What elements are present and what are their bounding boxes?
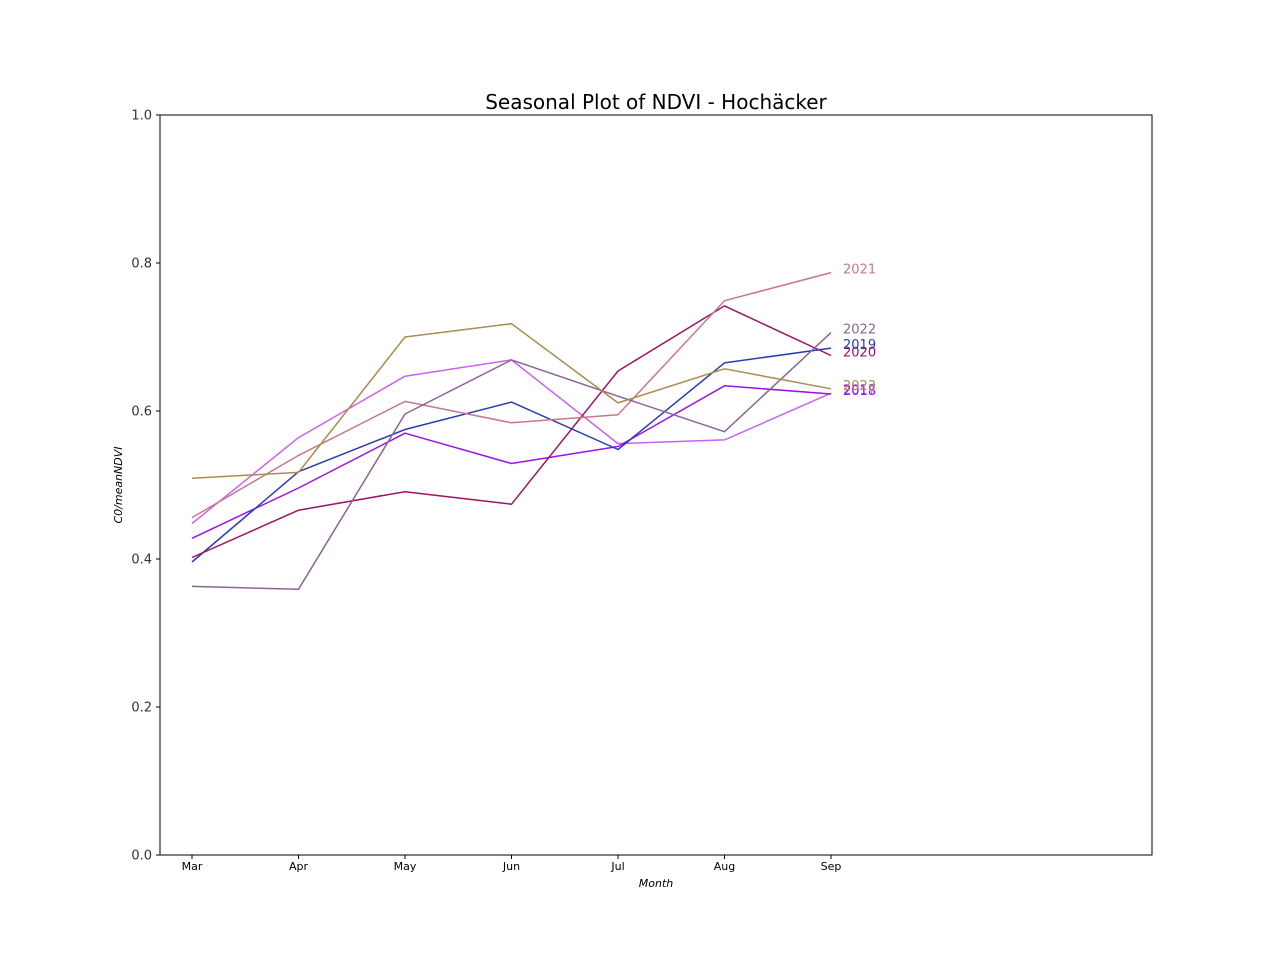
y-tick-label: 1.0 bbox=[131, 109, 152, 124]
series-line-2018 bbox=[191, 385, 832, 539]
series-label-2022: 2022 bbox=[843, 323, 876, 338]
y-tick-label: 0.0 bbox=[131, 849, 152, 864]
series-lines bbox=[191, 271, 832, 591]
x-tick-label: Sep bbox=[821, 860, 842, 873]
y-axis-label: C0/meanNDVI bbox=[112, 446, 125, 523]
series-label-2017: 2017 bbox=[843, 383, 876, 398]
x-tick-label: Apr bbox=[289, 860, 309, 873]
chart-title: Seasonal Plot of NDVI - Hochäcker bbox=[485, 90, 827, 114]
series-line-2020 bbox=[191, 305, 832, 559]
y-tick-label: 0.6 bbox=[131, 405, 152, 420]
x-tick-label: May bbox=[394, 860, 417, 873]
y-axis: 0.0 0.2 0.4 0.6 0.8 1.0 bbox=[131, 109, 160, 864]
series-line-2017 bbox=[191, 359, 832, 525]
x-tick-label: Jun bbox=[502, 860, 520, 873]
x-tick-label: Mar bbox=[182, 860, 203, 873]
series-label-2023: 2023 bbox=[843, 379, 876, 394]
y-tick-label: 0.2 bbox=[131, 701, 152, 716]
x-tick-label: Jul bbox=[610, 860, 624, 873]
series-label-2018: 2018 bbox=[843, 384, 876, 399]
series-line-2023 bbox=[191, 322, 832, 480]
series-line-2019 bbox=[191, 347, 832, 563]
plot-area bbox=[159, 114, 1153, 856]
series-label-2021: 2021 bbox=[843, 263, 876, 278]
series-label-2020: 2020 bbox=[843, 346, 876, 361]
x-tick-label: Aug bbox=[714, 860, 735, 873]
y-tick-label: 0.8 bbox=[131, 257, 152, 272]
series-label-2019: 2019 bbox=[843, 338, 876, 353]
x-axis: Mar Apr May Jun Jul Aug Sep bbox=[182, 855, 842, 873]
y-tick-label: 0.4 bbox=[131, 553, 152, 568]
x-axis-label: Month bbox=[639, 877, 674, 890]
series-line-2022 bbox=[191, 332, 832, 591]
